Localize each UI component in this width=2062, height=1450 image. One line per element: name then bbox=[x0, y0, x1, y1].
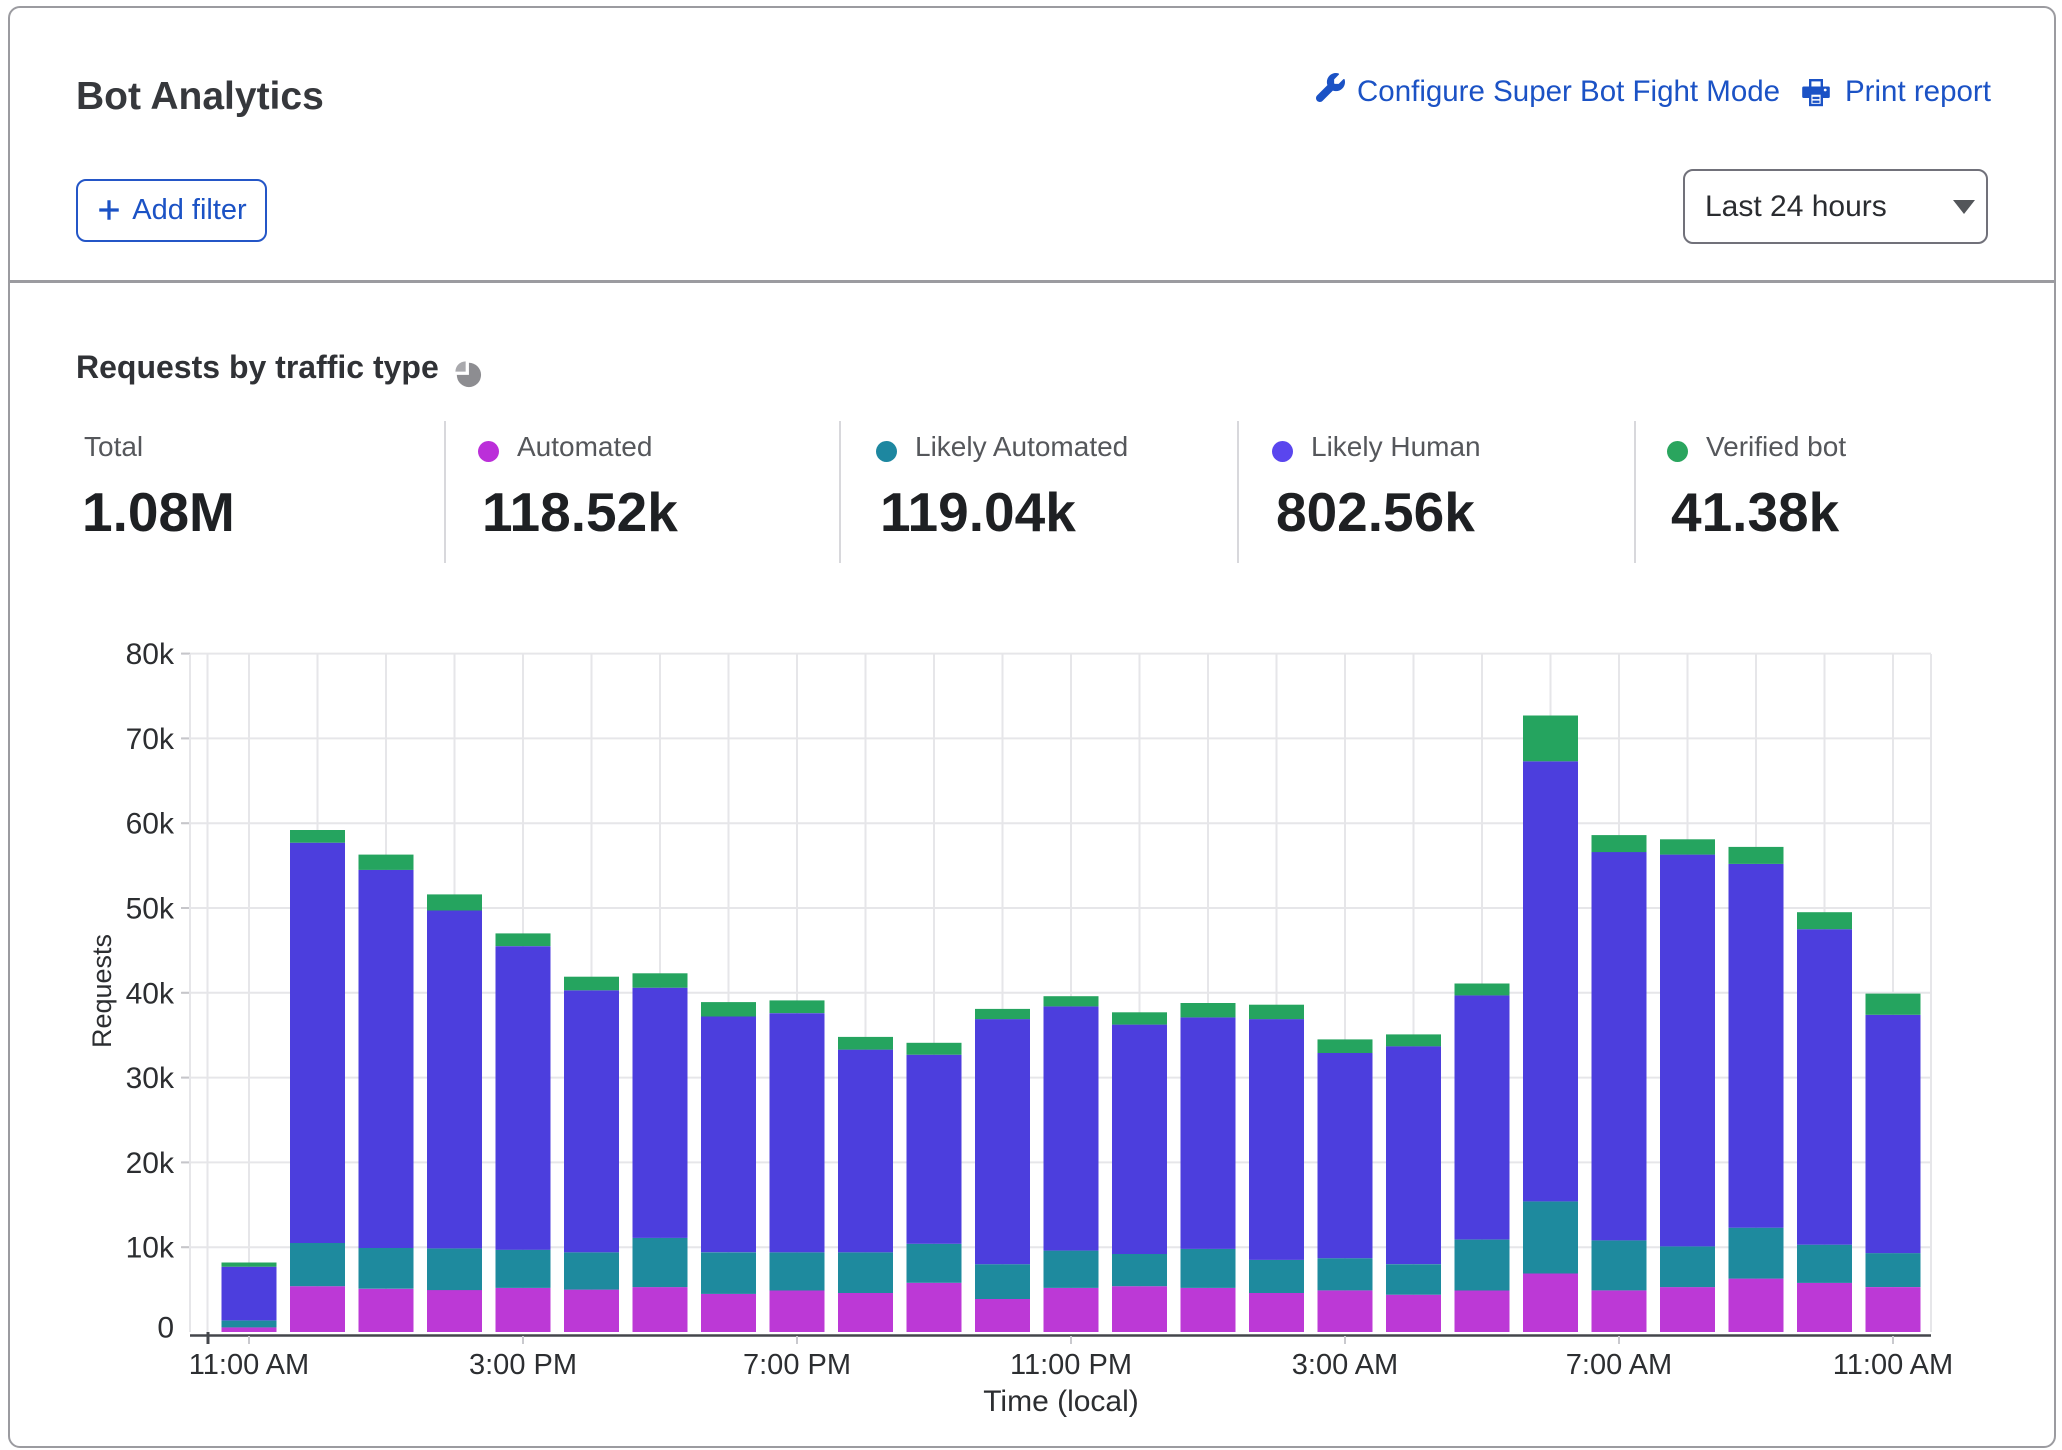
svg-text:20k: 20k bbox=[126, 1147, 175, 1180]
svg-text:11:00 AM: 11:00 AM bbox=[1833, 1349, 1953, 1381]
svg-text:80k: 80k bbox=[126, 638, 175, 671]
svg-text:70k: 70k bbox=[126, 723, 175, 756]
svg-text:40k: 40k bbox=[126, 977, 175, 1010]
svg-text:3:00 PM: 3:00 PM bbox=[469, 1349, 577, 1381]
svg-text:11:00 AM: 11:00 AM bbox=[189, 1349, 309, 1381]
svg-text:30k: 30k bbox=[126, 1062, 175, 1095]
svg-text:60k: 60k bbox=[126, 808, 175, 841]
svg-text:50k: 50k bbox=[126, 893, 175, 926]
svg-text:7:00 AM: 7:00 AM bbox=[1566, 1349, 1672, 1381]
svg-text:10k: 10k bbox=[126, 1232, 175, 1265]
svg-text:0: 0 bbox=[157, 1312, 174, 1345]
svg-text:11:00 PM: 11:00 PM bbox=[1010, 1349, 1132, 1381]
svg-text:Time (local): Time (local) bbox=[983, 1385, 1139, 1418]
svg-text:7:00 PM: 7:00 PM bbox=[743, 1349, 851, 1381]
svg-text:Requests: Requests bbox=[87, 934, 117, 1048]
svg-text:3:00 AM: 3:00 AM bbox=[1292, 1349, 1398, 1381]
